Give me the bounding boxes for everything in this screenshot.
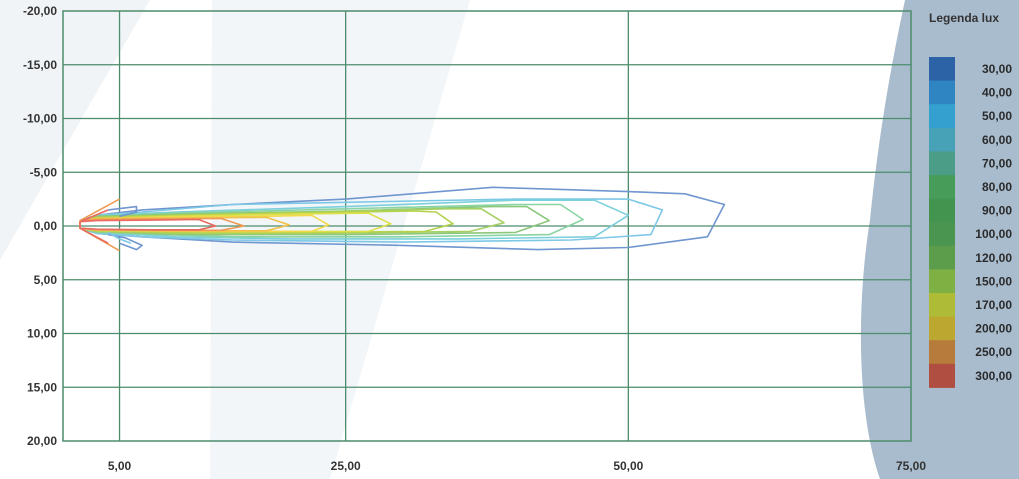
legend-swatch: [929, 245, 955, 270]
contour-line-40,00: [79, 198, 664, 243]
y-tick-label: 10,00: [27, 327, 57, 341]
legend-swatch: [929, 340, 955, 365]
y-tick-label: -20,00: [23, 4, 57, 18]
legend-swatch: [929, 316, 955, 341]
legend-title: Legenda lux: [929, 11, 999, 25]
legend-swatch: [929, 80, 955, 105]
y-tick-label: 5,00: [34, 273, 58, 287]
legend-label: 200,00: [975, 322, 1012, 336]
contour-near-field: [79, 198, 120, 222]
legend-swatch: [929, 363, 955, 388]
grid: [62, 10, 912, 442]
x-tick-label: 25,00: [331, 459, 361, 473]
contour-near-field: [108, 233, 143, 251]
y-tick-label: 20,00: [27, 434, 57, 448]
contour-near-field: [108, 205, 138, 218]
x-tick-label: 75,00: [896, 459, 926, 473]
x-axis-ticks: 5,00 25,00 50,00 75,00: [108, 459, 926, 473]
legend-label: 300,00: [975, 369, 1012, 383]
legend-label: 80,00: [982, 180, 1012, 194]
contour-near-field: [79, 209, 109, 223]
legend-swatch: [929, 104, 955, 129]
contour-line-60,00: [79, 203, 584, 238]
legend-label: 120,00: [975, 251, 1012, 265]
legend-label: 250,00: [975, 345, 1012, 359]
legend-label: 90,00: [982, 204, 1012, 218]
legend-label: 60,00: [982, 133, 1012, 147]
legend: Legenda lux 30,00 40,00 50,00 60,00 70,00 80,…: [929, 11, 1012, 388]
legend-swatch: [929, 269, 955, 294]
legend-swatch: [929, 127, 955, 152]
contour-line-300,00: [79, 218, 217, 231]
legend-swatch: [929, 175, 955, 200]
legend-swatch: [929, 293, 955, 318]
legend-swatch: [929, 222, 955, 247]
y-tick-label: 0,00: [34, 219, 58, 233]
legend-swatch: [929, 57, 955, 82]
y-tick-label: 15,00: [27, 380, 57, 394]
contour-near-field: [107, 231, 132, 244]
y-tick-label: -5,00: [30, 165, 58, 179]
legend-label: 170,00: [975, 298, 1012, 312]
y-tick-label: -15,00: [23, 58, 57, 72]
legend-label: 50,00: [982, 109, 1012, 123]
contour-near-field: [79, 227, 109, 244]
legend-label: 30,00: [982, 62, 1012, 76]
legend-label: 40,00: [982, 86, 1012, 100]
x-tick-label: 5,00: [108, 459, 132, 473]
y-axis-ticks: -20,00 -15,00 -10,00 -5,00 0,00 5,00 10,00 15,0…: [23, 4, 57, 448]
legend-swatch: [929, 151, 955, 176]
legend-label: 100,00: [975, 227, 1012, 241]
legend-label: 150,00: [975, 274, 1012, 288]
y-tick-label: -10,00: [23, 112, 57, 126]
legend-swatch: [929, 198, 955, 223]
x-tick-label: 50,00: [613, 459, 643, 473]
contour-lines: [79, 186, 726, 252]
legend-label: 70,00: [982, 156, 1012, 170]
